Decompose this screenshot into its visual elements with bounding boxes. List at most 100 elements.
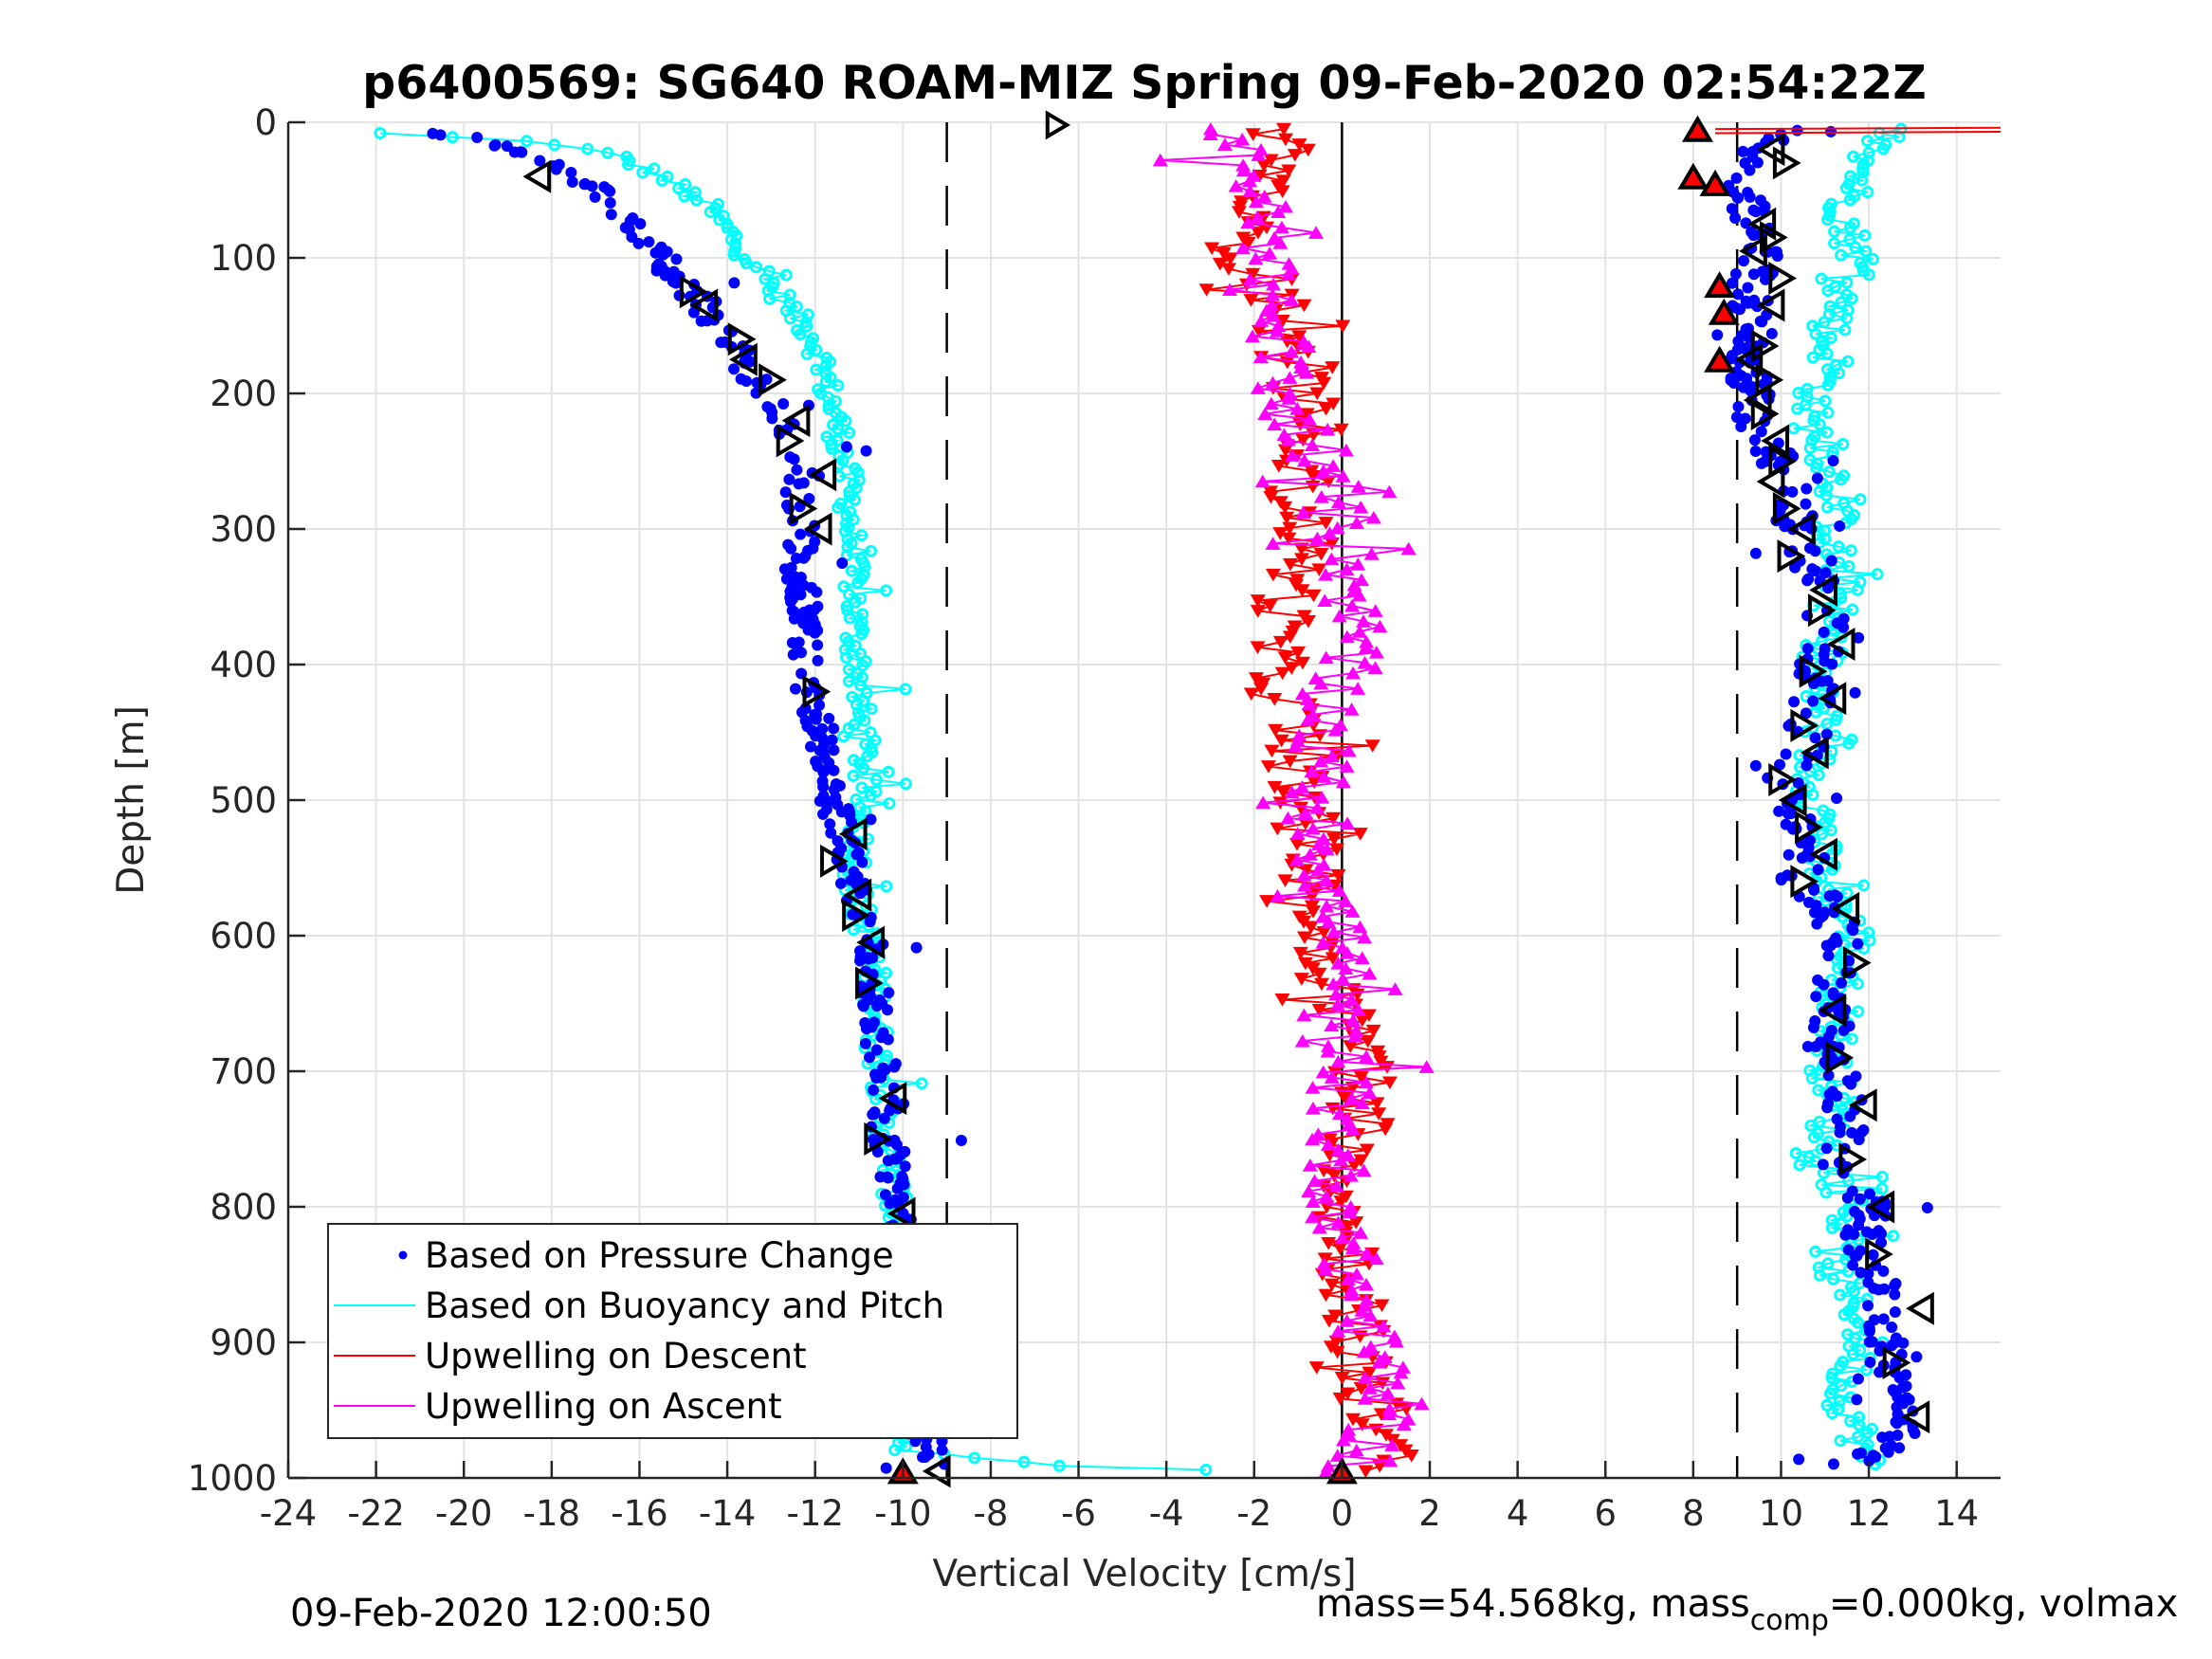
pressure-point [1863,1188,1875,1200]
open-triangle-marker [1838,1142,1868,1176]
buoyancy-point [1821,284,1835,298]
x-tick-label: -22 [347,1493,404,1534]
pressure-point [1842,1244,1855,1256]
upwelling-marker [1335,319,1351,334]
open-triangle-marker [1045,110,1071,140]
pressure-point [1853,631,1865,644]
y-tick-label: 1000 [188,1458,277,1499]
pressure-point [669,272,682,284]
upwelling-marker [1357,1371,1373,1384]
upwelling-marker [1364,739,1380,753]
x-tick-label: 4 [1507,1493,1529,1534]
open-triangle-marker [856,925,886,959]
pressure-point [1818,626,1830,638]
upwelling-marker [1348,516,1364,529]
upwelling-marker [1333,1195,1349,1209]
open-triangle-marker [522,159,552,193]
upwelling-marker [1344,993,1360,1006]
upwelling-marker [1305,1194,1321,1209]
upwelling-marker [1313,547,1329,561]
x-tick-label: -10 [874,1493,931,1534]
upwelling-marker [1354,1304,1370,1317]
pressure-point [1870,1450,1882,1463]
pressure-point [1732,288,1745,301]
upwelling-marker [1262,599,1278,613]
upwelling-marker [1272,635,1289,649]
upwelling-marker [1353,1071,1369,1085]
buoyancy-point [1856,173,1869,187]
buoyancy-point [800,319,814,333]
pressure-point [865,813,877,826]
upwelling-marker [1357,655,1373,669]
pressure-point [805,740,817,753]
pressure-point [836,557,849,570]
buoyancy-point [622,158,635,172]
upwelling-marker [1284,293,1300,306]
open-triangle-marker [1818,994,1847,1028]
upwelling-marker [1319,842,1335,856]
upwelling-marker [1317,1262,1333,1276]
buoyancy-point [858,714,871,727]
pressure-point [1812,974,1824,986]
x-tick-labels: -24 -22 -20 -18 -16 -14 -12 -10 -8 -6 -4 -2 0 2 4 6 8 10 1… [260,1493,1979,1534]
pressure-point [883,987,895,999]
buoyancy-point [840,548,853,561]
pressure-point [653,244,666,256]
upwelling-marker [1267,780,1283,794]
pressure-point [1780,818,1792,830]
upwelling-marker [1345,1413,1362,1427]
y-tick-label: 200 [210,374,277,414]
pressure-point [1759,273,1771,285]
pressure-point [1786,485,1799,498]
pressure-point [1789,561,1801,574]
upwelling-marker [1362,1381,1378,1395]
pressure-point [515,146,527,158]
upwelling-marker [1240,215,1256,228]
upwelling-marker [1330,1215,1346,1229]
open-triangle-marker [864,1122,893,1156]
upwelling-marker [1315,464,1331,478]
upwelling-marker [1296,931,1312,945]
upwelling-marker [1300,713,1316,726]
pressure-point [565,167,577,179]
pressure-point [795,528,807,540]
open-triangle-marker [887,1196,916,1231]
pressure-point [882,1004,894,1016]
pressure-point [1740,342,1752,355]
upwelling-marker [1324,1070,1340,1084]
pressure-point [814,795,826,808]
upwelling-marker [1288,738,1304,753]
upwelling-marker [1350,557,1366,571]
buoyancy-point [1821,378,1835,392]
upwelling-marker [1228,179,1244,192]
pressure-point [782,538,795,551]
pressure-point [586,180,598,192]
pressure-point [832,798,844,811]
buoyancy-point [1861,186,1874,199]
pressure-point [602,184,614,196]
buoyancy-point [1859,245,1873,258]
pressure-point [1726,203,1738,215]
upwelling-marker [1306,905,1322,919]
buoyancy-point [783,312,796,325]
upwelling-marker [1358,640,1374,654]
x-tick-label: 12 [1847,1493,1892,1534]
buoyancy-point [1806,351,1819,364]
buoyancy-point [1846,1347,1859,1360]
filled-triangle-marker [1708,298,1740,325]
upwelling-marker [1339,629,1355,644]
filled-triangle-marker [1704,271,1736,299]
buoyancy-point [1875,1170,1889,1183]
upwelling-marker [1313,490,1329,503]
pressure-point [1862,1300,1874,1312]
buoyancy-point [1845,292,1858,305]
upwelling-marker [1352,625,1368,638]
upwelling-marker [1334,1372,1350,1385]
x-tick-label: 14 [1934,1493,1979,1534]
buoyancy-point [843,427,856,440]
upwelling-marker [1269,324,1285,337]
pressure-point [1822,1030,1835,1043]
pressure-point [1809,732,1821,744]
buoyancy-point [1843,193,1856,207]
pressure-point [788,606,800,618]
